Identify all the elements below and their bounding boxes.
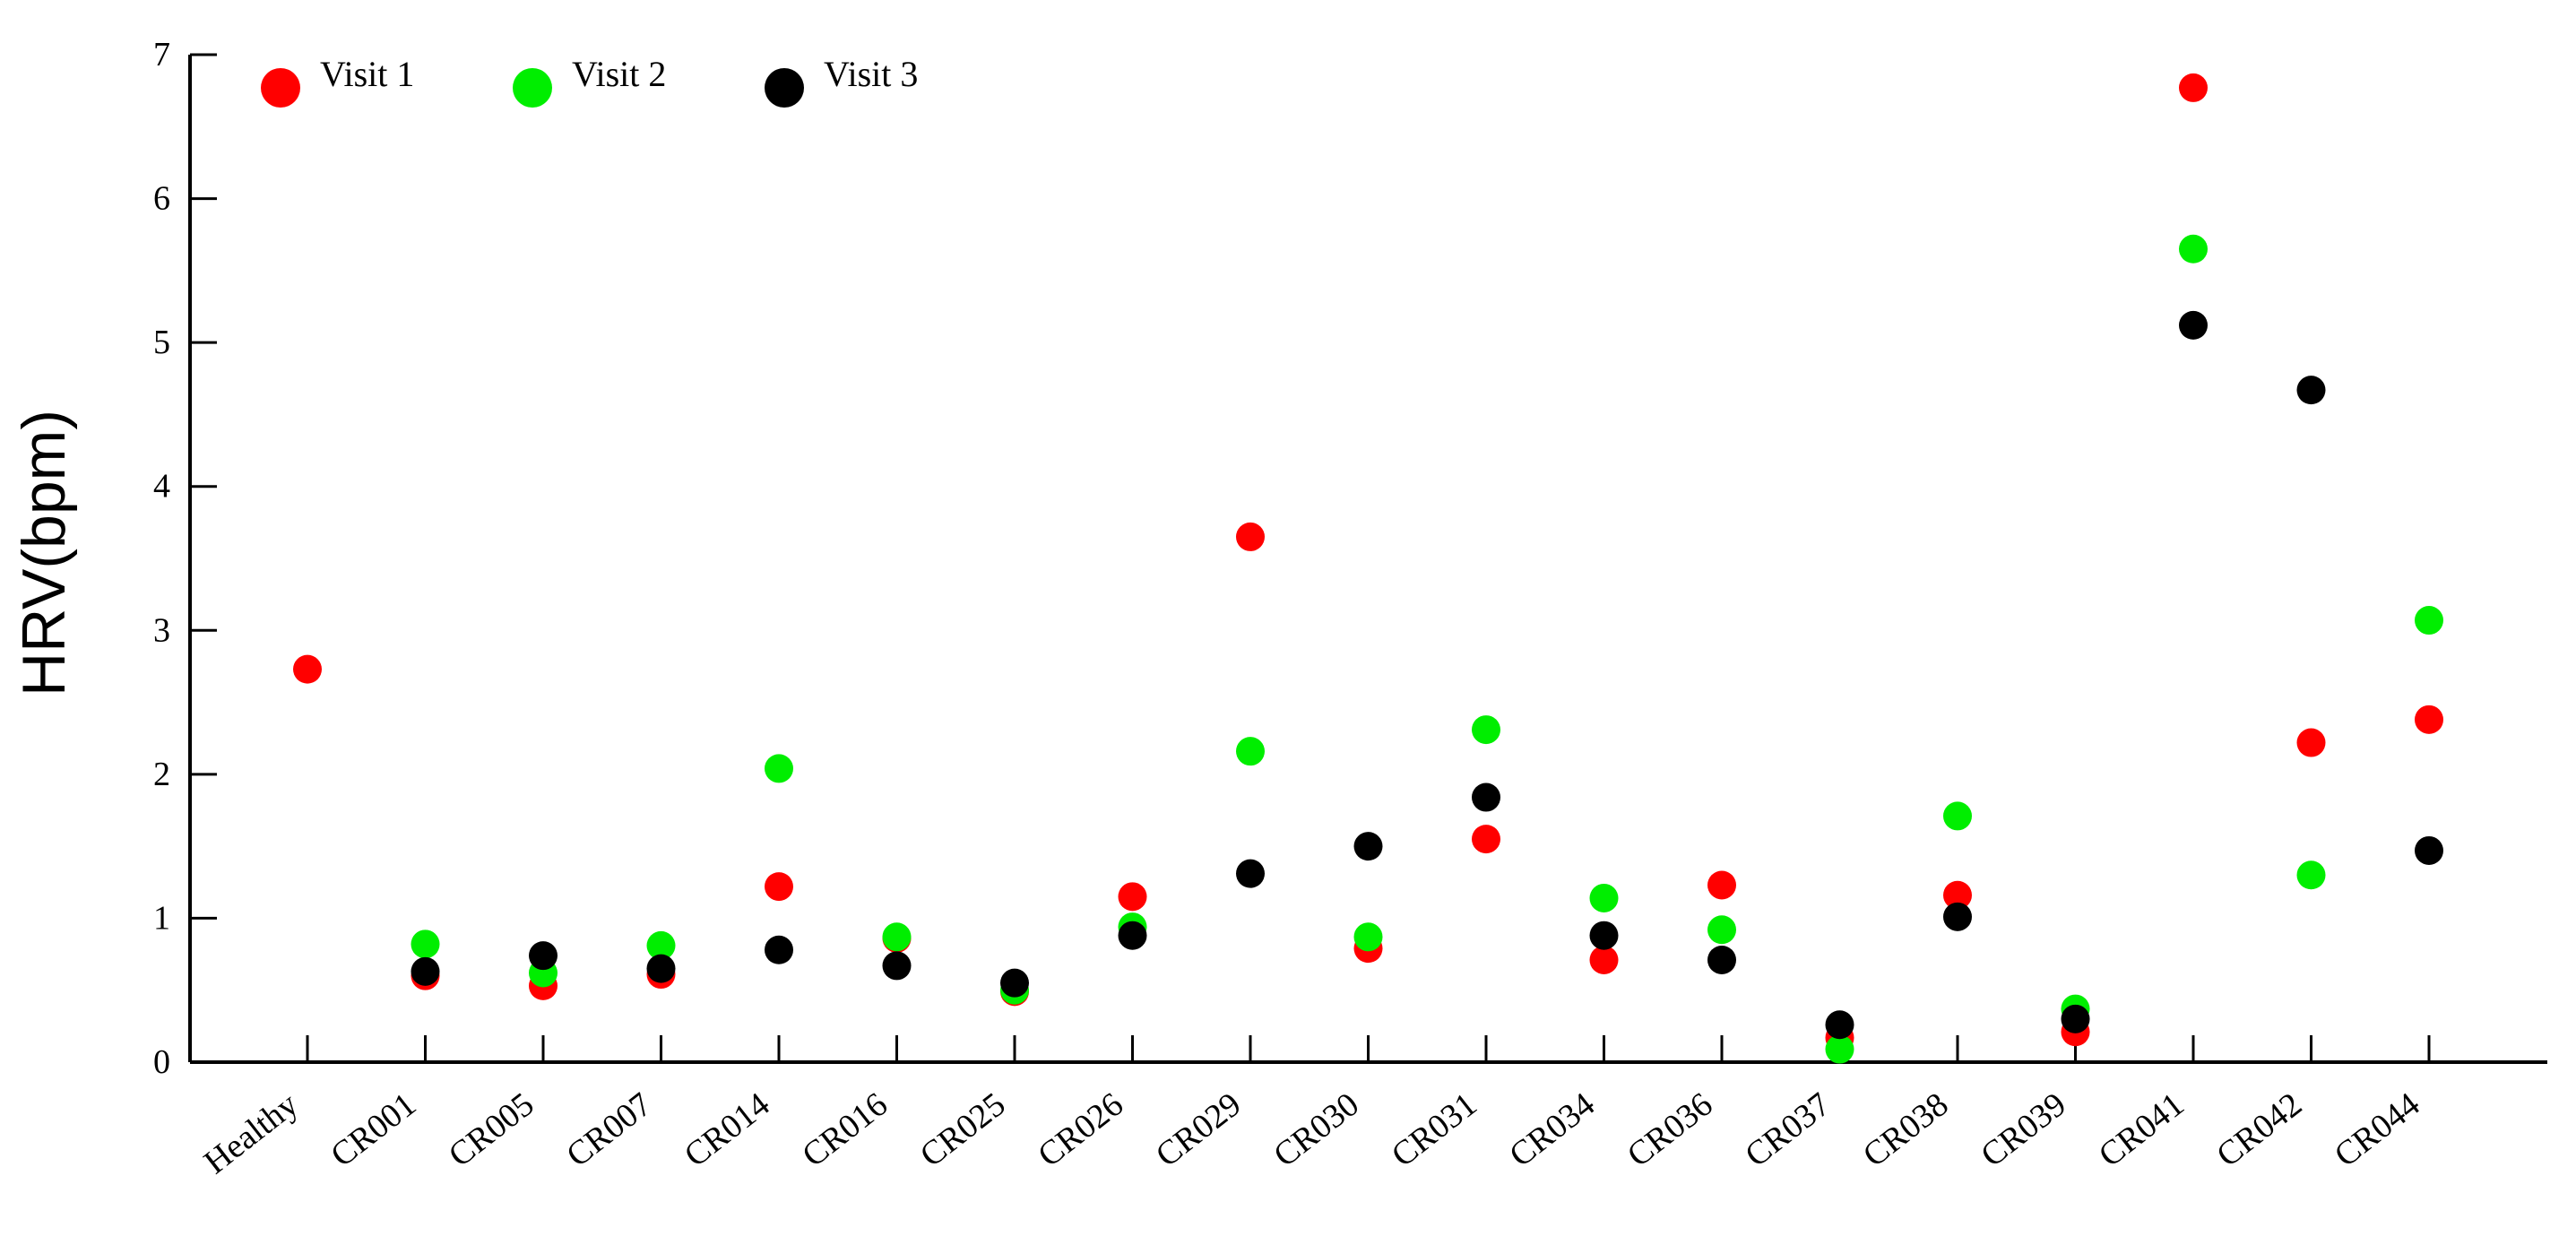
legend-label: Visit 1: [320, 54, 414, 94]
legend: Visit 1 Visit 2 Visit 3: [261, 54, 918, 108]
y-tick-label: 6: [153, 180, 170, 218]
data-point: [1472, 825, 1500, 854]
data-point: [1825, 1034, 1854, 1064]
x-tick-label: CR030: [1266, 1085, 1366, 1174]
series-visit-3: [411, 310, 2443, 1040]
legend-label: Visit 2: [572, 54, 666, 94]
legend-item: Visit 2: [513, 54, 666, 108]
x-tick-label: CR025: [913, 1085, 1013, 1174]
data-point: [1472, 715, 1500, 745]
x-tick-label: CR036: [1621, 1085, 1720, 1174]
x-tick-label: CR039: [1974, 1085, 2073, 1174]
data-point: [1118, 882, 1147, 912]
legend-item: Visit 3: [765, 54, 918, 108]
x-tick-label: CR016: [795, 1085, 895, 1174]
data-point: [1589, 883, 1619, 912]
data-point: [646, 954, 676, 983]
y-axis-ticks: 0 1 2 3 4 5 6 7: [153, 36, 217, 1081]
data-point: [646, 930, 676, 960]
data-point: [411, 929, 440, 959]
data-point: [2061, 1004, 2090, 1033]
data-point: [1353, 922, 1383, 952]
data-point: [1943, 902, 1972, 931]
data-point: [1353, 832, 1383, 861]
data-point: [2415, 835, 2443, 865]
legend-label: Visit 3: [824, 54, 918, 94]
x-tick-label: CR037: [1738, 1085, 1837, 1174]
data-point: [2179, 310, 2208, 340]
y-tick-label: 0: [153, 1043, 170, 1081]
data-point: [2179, 234, 2208, 264]
data-point: [882, 951, 912, 981]
axes: [188, 55, 2547, 1064]
data-point: [2296, 376, 2326, 405]
x-tick-label: CR034: [1502, 1085, 1602, 1174]
y-tick-label: 2: [153, 756, 170, 793]
x-tick-label: CR005: [442, 1085, 541, 1174]
data-point: [529, 941, 558, 971]
data-point: [1943, 801, 1972, 831]
x-tick-label: CR038: [1856, 1085, 1956, 1174]
x-tick-label: Healthy: [197, 1085, 306, 1181]
x-tick-label: CR031: [1385, 1085, 1484, 1174]
y-axis-label: HRV(bpm): [10, 410, 78, 696]
series-visit-1: [293, 73, 2443, 1052]
y-tick-label: 4: [153, 468, 170, 506]
data-point: [1707, 915, 1736, 945]
data-point: [1707, 945, 1736, 974]
data-point: [1000, 968, 1029, 998]
series-visit-2: [411, 234, 2443, 1064]
x-tick-label: CR041: [2092, 1085, 2191, 1174]
legend-marker: [261, 68, 300, 108]
data-point: [1589, 921, 1619, 950]
data-point: [1236, 522, 1265, 551]
data-point: [2415, 606, 2443, 635]
legend-item: Visit 1: [261, 54, 414, 108]
data-point: [2179, 73, 2208, 102]
data-point: [1472, 782, 1500, 812]
data-point: [1589, 945, 1619, 974]
data-point: [411, 956, 440, 986]
data-point: [765, 872, 793, 902]
data-point: [765, 754, 793, 783]
legend-marker: [513, 68, 552, 108]
x-tick-label: CR007: [559, 1085, 659, 1174]
x-tick-label: CR026: [1031, 1085, 1130, 1174]
x-tick-label: CR042: [2209, 1085, 2309, 1174]
data-point: [1236, 859, 1265, 888]
x-tick-label: CR014: [678, 1085, 777, 1174]
x-axis-ticks: Healthy CR001 CR005 CR007 CR014 CR016 CR025 CR0…: [197, 1035, 2431, 1181]
data-point: [1825, 1010, 1854, 1040]
data-point: [2296, 728, 2326, 757]
y-tick-label: 3: [153, 611, 170, 649]
data-point: [1118, 921, 1147, 950]
data-point: [1943, 880, 1972, 910]
x-tick-label: CR029: [1149, 1085, 1249, 1174]
x-tick-label: CR044: [2328, 1085, 2427, 1174]
data-point: [1236, 737, 1265, 766]
legend-marker: [765, 68, 804, 108]
data-points: [293, 73, 2443, 1064]
x-tick-label: CR001: [324, 1085, 423, 1174]
data-point: [882, 922, 912, 952]
data-point: [2415, 705, 2443, 734]
y-tick-label: 7: [153, 36, 170, 73]
data-point: [1707, 870, 1736, 900]
y-tick-label: 5: [153, 324, 170, 361]
y-tick-label: 1: [153, 899, 170, 937]
data-point: [765, 935, 793, 964]
data-point: [293, 654, 322, 684]
data-point: [2296, 860, 2326, 890]
